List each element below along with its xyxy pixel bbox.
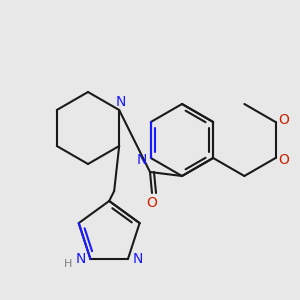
Text: O: O bbox=[278, 153, 289, 167]
Text: O: O bbox=[278, 113, 289, 127]
Text: O: O bbox=[147, 196, 158, 210]
Text: N: N bbox=[75, 252, 85, 266]
Text: N: N bbox=[116, 95, 126, 109]
Text: N: N bbox=[136, 153, 147, 167]
Text: N: N bbox=[133, 252, 143, 266]
Text: H: H bbox=[64, 259, 73, 269]
